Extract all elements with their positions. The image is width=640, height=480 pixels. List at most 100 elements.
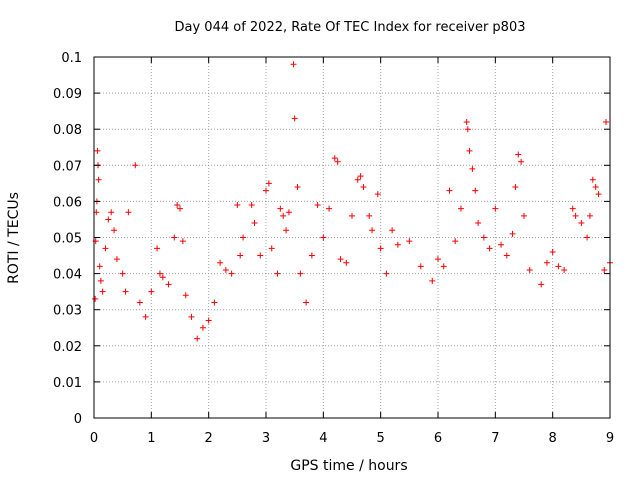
data-point — [125, 209, 132, 216]
data-point — [265, 180, 272, 187]
data-point — [102, 245, 109, 252]
data-point — [463, 118, 470, 125]
data-point — [159, 274, 166, 281]
data-point — [326, 205, 333, 212]
data-point — [466, 147, 473, 154]
data-point — [360, 183, 367, 190]
data-point — [446, 187, 453, 194]
data-point — [234, 202, 241, 209]
data-point — [503, 252, 510, 259]
data-point — [512, 183, 519, 190]
data-point — [303, 299, 310, 306]
data-point — [165, 281, 172, 288]
data-point — [586, 212, 593, 219]
grid-lines — [94, 57, 610, 418]
data-point — [122, 288, 129, 295]
data-point — [108, 209, 115, 216]
data-point — [142, 313, 149, 320]
x-tick-label: 8 — [549, 431, 557, 446]
x-tick-label: 3 — [262, 431, 270, 446]
y-axis-label: ROTI / TECUs — [6, 192, 22, 284]
data-point — [263, 187, 269, 194]
data-point — [366, 212, 373, 219]
data-point — [308, 252, 315, 259]
data-point — [435, 256, 441, 263]
x-tick-label: 0 — [90, 431, 98, 446]
data-point — [472, 187, 479, 194]
x-tick-label: 5 — [377, 431, 385, 446]
data-point — [549, 248, 556, 255]
data-point — [555, 263, 562, 270]
data-point — [480, 234, 487, 241]
data-point — [509, 230, 516, 237]
data-point — [394, 241, 401, 248]
data-point — [357, 173, 364, 180]
data-point — [237, 252, 244, 259]
y-tick-label: 0.1 — [61, 51, 82, 66]
data-point — [314, 202, 321, 209]
data-point — [518, 158, 525, 165]
data-point — [592, 183, 599, 190]
data-point — [602, 118, 609, 125]
data-point — [96, 263, 103, 270]
data-point — [194, 335, 201, 342]
data-point — [538, 281, 545, 288]
data-point — [154, 245, 161, 252]
data-point — [228, 270, 235, 277]
y-tick-label: 0.01 — [53, 376, 82, 391]
data-point — [331, 155, 338, 162]
data-point — [589, 176, 596, 183]
data-point — [119, 270, 126, 277]
data-point — [320, 234, 327, 241]
data-point — [515, 151, 522, 158]
data-point — [337, 256, 344, 263]
data-point — [211, 299, 218, 306]
data-point — [486, 245, 493, 252]
data-point — [374, 191, 381, 198]
x-tick-label: 1 — [147, 431, 155, 446]
data-point — [280, 212, 287, 219]
data-point — [464, 126, 471, 133]
x-tick-label: 7 — [491, 431, 499, 446]
data-point — [257, 252, 264, 259]
data-point — [291, 115, 298, 122]
data-point — [343, 259, 350, 266]
data-point — [595, 191, 602, 198]
data-point — [99, 288, 106, 295]
data-point — [429, 277, 436, 284]
data-point — [105, 216, 112, 223]
data-point — [179, 238, 186, 245]
data-point — [132, 162, 139, 169]
data-point — [334, 158, 341, 165]
axis-ticks: 0 1 2 3 4 5 6 7 8 9 0 0.01 0.02 0.03 0.04 0.05 0.06 0.07 0… — [53, 51, 614, 446]
data-point — [174, 202, 181, 209]
data-point — [222, 266, 229, 273]
data-point — [349, 212, 355, 219]
data-point — [521, 212, 527, 219]
data-point — [136, 299, 143, 306]
data-point — [240, 234, 247, 241]
data-point — [469, 165, 476, 172]
y-tick-label: 0.08 — [53, 123, 82, 138]
data-point — [251, 220, 258, 227]
data-point — [440, 263, 447, 270]
data-point — [452, 238, 459, 245]
data-point — [199, 324, 206, 331]
data-point — [283, 227, 290, 234]
data-point — [92, 295, 99, 302]
data-point — [561, 266, 568, 273]
data-point — [369, 227, 376, 234]
data-point — [177, 205, 183, 212]
y-tick-label: 0.05 — [53, 232, 82, 247]
y-tick-label: 0.04 — [53, 268, 82, 283]
y-tick-label: 0.02 — [53, 340, 82, 355]
y-tick-label: 0.06 — [53, 195, 82, 210]
data-point — [526, 266, 533, 273]
data-point — [274, 270, 281, 277]
y-tick-label: 0.09 — [53, 87, 82, 102]
data-point — [601, 266, 608, 273]
data-point — [113, 256, 120, 263]
data-point — [383, 270, 390, 277]
data-points — [92, 61, 613, 342]
